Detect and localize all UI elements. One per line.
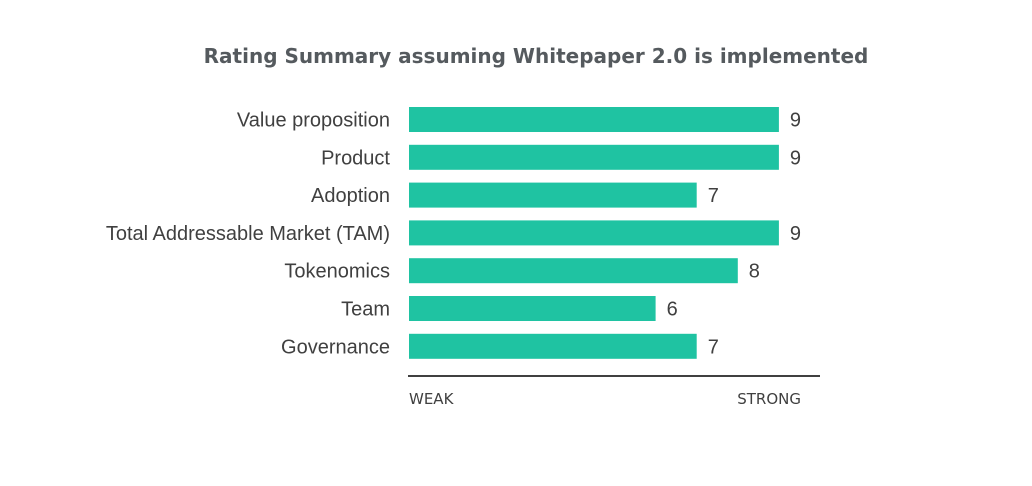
category-label: Team <box>341 299 390 321</box>
category-label: Total Addressable Market (TAM) <box>106 223 390 245</box>
axis-label-weak: WEAK <box>409 390 455 408</box>
bar-6 <box>409 296 656 321</box>
axis-label-strong: STRONG <box>737 390 801 408</box>
bar-1 <box>409 107 779 132</box>
value-label: 9 <box>790 147 801 169</box>
value-label: 6 <box>667 299 678 321</box>
value-label: 7 <box>708 336 719 358</box>
bar-5 <box>409 258 738 284</box>
bars-layer: Value proposition 9 Product 9 Adoption 7 Total… <box>106 107 801 359</box>
value-label: 7 <box>708 185 719 207</box>
bar-2 <box>409 144 779 170</box>
category-label: Adoption <box>311 185 390 207</box>
bar-3 <box>409 182 697 208</box>
category-label: Tokenomics <box>284 261 390 283</box>
value-label: 9 <box>790 110 801 132</box>
category-label: Value proposition <box>237 110 390 132</box>
category-label: Governance <box>281 336 390 358</box>
bar-7 <box>409 333 697 359</box>
value-label: 9 <box>790 223 801 245</box>
chart-title: Rating Summary assuming Whitepaper 2.0 i… <box>203 44 869 68</box>
value-label: 8 <box>749 261 760 283</box>
bar-4 <box>409 220 779 246</box>
category-label: Product <box>321 147 390 169</box>
